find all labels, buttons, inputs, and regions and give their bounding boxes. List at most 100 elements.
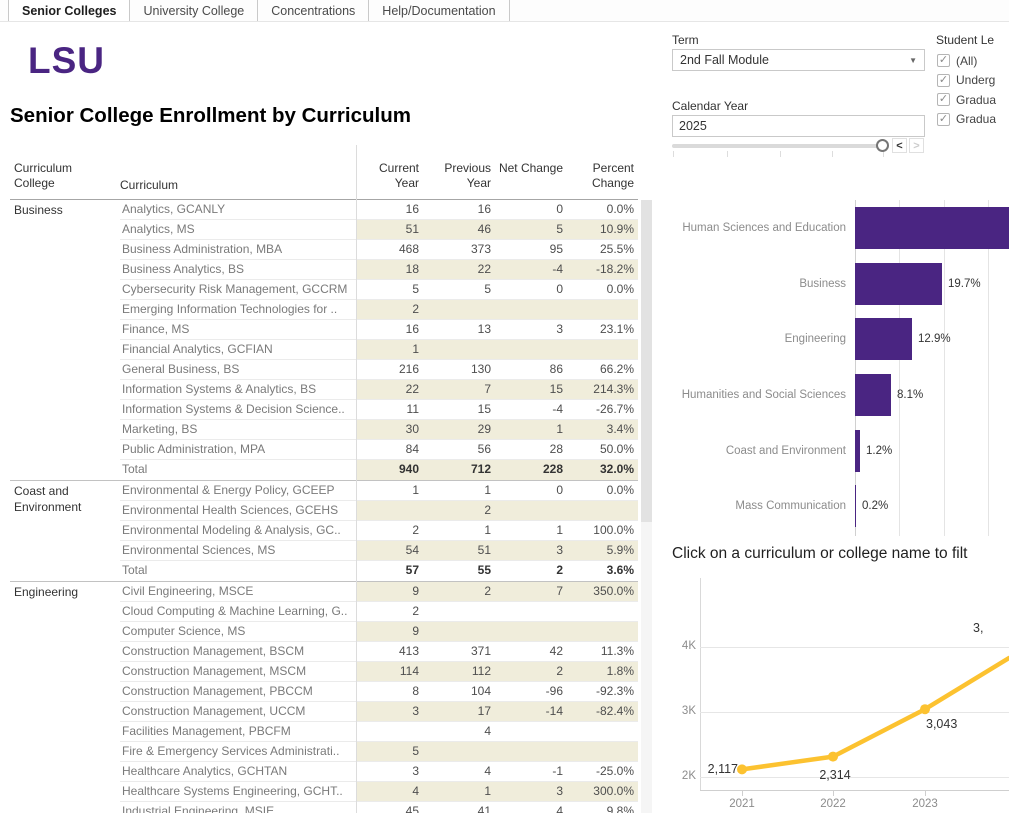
bar[interactable]	[855, 429, 860, 472]
curriculum-name[interactable]: Emerging Information Technologies for ..	[122, 302, 338, 316]
table-row[interactable]: Analytics, GCANLY 16 16 0 0.0%	[120, 200, 638, 220]
bar[interactable]	[855, 485, 856, 528]
table-row[interactable]: Civil Engineering, MSCE 9 2 7 350.0%	[120, 582, 638, 602]
curriculum-name[interactable]: Analytics, MS	[122, 222, 195, 236]
bar[interactable]	[855, 318, 912, 361]
table-row[interactable]: Fire & Emergency Services Administrati..…	[120, 742, 638, 762]
curriculum-name[interactable]: Facilities Management, PBCFM	[122, 724, 291, 738]
table-row[interactable]: Environmental Sciences, MS 54 51 3 5.9%	[120, 541, 638, 561]
bar[interactable]	[855, 207, 1009, 249]
curriculum-name[interactable]: Information Systems & Decision Science..	[122, 402, 345, 416]
curriculum-name[interactable]: Construction Management, PBCCM	[122, 684, 313, 698]
gridline-4K	[700, 647, 1009, 648]
curriculum-name[interactable]: Industrial Engineering, MSIE	[122, 804, 275, 813]
curriculum-name[interactable]: Total	[122, 462, 148, 476]
row-values: 16 13 3 23.1%	[356, 320, 638, 339]
curriculum-name[interactable]: Healthcare Analytics, GCHTAN	[122, 764, 288, 778]
table-row[interactable]: Environmental Modeling & Analysis, GC.. 2…	[120, 521, 638, 541]
bar-category-label[interactable]: Engineering	[784, 333, 846, 346]
curriculum-name[interactable]: Computer Science, MS	[122, 624, 246, 638]
year-slider-handle[interactable]	[876, 139, 889, 152]
table-row[interactable]: General Business, BS 216 130 86 66.2%	[120, 360, 638, 380]
curriculum-name[interactable]: Business Administration, MBA	[122, 242, 283, 256]
table-row[interactable]: Construction Management, PBCCM 8 104 -96 -92…	[120, 682, 638, 702]
table-row[interactable]: Construction Management, MSCM 114 112 2 1.8%	[120, 662, 638, 682]
tab-help-documentation[interactable]: Help/Documentation	[369, 0, 510, 21]
data-point-2023[interactable]	[920, 704, 930, 715]
curriculum-name[interactable]: Environmental Health Sciences, GCEHS	[122, 503, 339, 517]
table-row[interactable]: Business Analytics, BS 18 22 -4 -18.2%	[120, 260, 638, 280]
table-row[interactable]: Construction Management, BSCM 413 371 42 11.…	[120, 642, 638, 662]
slider-prev-button[interactable]: <	[892, 138, 907, 153]
tab-senior-colleges[interactable]: Senior Colleges	[8, 0, 131, 21]
table-row[interactable]: Information Systems & Decision Science..…	[120, 400, 638, 420]
curriculum-name[interactable]: Environmental Modeling & Analysis, GC..	[122, 523, 341, 537]
bar-category-label[interactable]: Human Sciences and Education	[682, 221, 846, 234]
calendar-year-input[interactable]	[672, 115, 925, 137]
curriculum-name[interactable]: Financial Analytics, GCFIAN	[122, 342, 273, 356]
data-point-2021[interactable]	[737, 764, 747, 775]
bar-category-label[interactable]: Humanities and Social Sciences	[681, 388, 846, 401]
curriculum-name[interactable]: Fire & Emergency Services Administrati..	[122, 744, 340, 758]
table-row[interactable]: Analytics, MS 51 46 5 10.9%	[120, 220, 638, 240]
student-level-option-1[interactable]: ✓ Underg	[937, 71, 1009, 91]
table-row[interactable]: Cybersecurity Risk Management, GCCRM 5 5 0 0…	[120, 280, 638, 300]
curriculum-name[interactable]: Cybersecurity Risk Management, GCCRM	[122, 282, 348, 296]
student-level-option-3[interactable]: ✓ Gradua	[937, 110, 1009, 130]
curriculum-name[interactable]: Total	[122, 563, 148, 577]
table-row[interactable]: Total 57 55 2 3.6%	[120, 561, 638, 581]
bar-category-label[interactable]: Business	[799, 277, 846, 290]
student-level-option-0[interactable]: ✓ (All)	[937, 51, 1009, 71]
curriculum-name[interactable]: General Business, BS	[122, 362, 240, 376]
table-row[interactable]: Cloud Computing & Machine Learning, G.. 2	[120, 602, 638, 622]
curriculum-name[interactable]: Construction Management, UCCM	[122, 704, 306, 718]
checkbox-icon[interactable]: ✓	[937, 54, 950, 68]
table-row[interactable]: Facilities Management, PBCFM 4	[120, 722, 638, 742]
curriculum-name[interactable]: Environmental Sciences, MS	[122, 543, 276, 557]
curriculum-name[interactable]: Marketing, BS	[122, 422, 198, 436]
checkbox-icon[interactable]: ✓	[937, 73, 950, 87]
table-row[interactable]: Healthcare Analytics, GCHTAN 3 4 -1 -25.0%	[120, 762, 638, 782]
slider-next-button[interactable]: >	[909, 138, 924, 153]
curriculum-name[interactable]: Finance, MS	[122, 322, 190, 336]
table-row[interactable]: Construction Management, UCCM 3 17 -14 -82.4…	[120, 702, 638, 722]
table-row[interactable]: Environmental Health Sciences, GCEHS 2	[120, 501, 638, 521]
table-row[interactable]: Marketing, BS 30 29 1 3.4%	[120, 420, 638, 440]
table-row[interactable]: Financial Analytics, GCFIAN 1	[120, 340, 638, 360]
tab-university-college[interactable]: University College	[130, 0, 259, 21]
checkbox-icon[interactable]: ✓	[937, 93, 950, 107]
table-row[interactable]: Healthcare Systems Engineering, GCHT.. 4 1…	[120, 782, 638, 802]
bar[interactable]	[855, 262, 942, 305]
table-row[interactable]: Information Systems & Analytics, BS 22 7 15…	[120, 380, 638, 400]
bar-category-label[interactable]: Coast and Environment	[725, 444, 846, 457]
table-row[interactable]: Industrial Engineering, MSIE 45 41 4 9.8%	[120, 802, 638, 813]
checkbox-icon[interactable]: ✓	[937, 112, 950, 126]
student-level-option-2[interactable]: ✓ Gradua	[937, 90, 1009, 110]
curriculum-name[interactable]: Business Analytics, BS	[122, 262, 245, 276]
bar[interactable]	[855, 374, 891, 417]
curriculum-name[interactable]: Information Systems & Analytics, BS	[122, 382, 317, 396]
college-name[interactable]: Business	[14, 203, 63, 217]
table-scrollbar-thumb[interactable]	[641, 200, 652, 522]
table-row[interactable]: Environmental & Energy Policy, GCEEP 1 1 0 0…	[120, 481, 638, 501]
curriculum-name[interactable]: Environmental & Energy Policy, GCEEP	[122, 483, 335, 497]
table-row[interactable]: Computer Science, MS 9	[120, 622, 638, 642]
table-row[interactable]: Business Administration, MBA 468 373 95 25.5…	[120, 240, 638, 260]
curriculum-name[interactable]: Construction Management, MSCM	[122, 664, 307, 678]
table-row[interactable]: Emerging Information Technologies for ..…	[120, 300, 638, 320]
curriculum-name[interactable]: Analytics, GCANLY	[122, 202, 226, 216]
tab-concentrations[interactable]: Concentrations	[258, 0, 370, 21]
bar-category-label[interactable]: Mass Communication	[735, 500, 846, 513]
college-name[interactable]: Engineering	[14, 585, 79, 599]
curriculum-name[interactable]: Cloud Computing & Machine Learning, G..	[122, 604, 348, 618]
table-row[interactable]: Finance, MS 16 13 3 23.1%	[120, 320, 638, 340]
college-name[interactable]: Coast and Environment	[14, 484, 82, 514]
table-row[interactable]: Public Administration, MPA 84 56 28 50.0%	[120, 440, 638, 460]
data-point-2022[interactable]	[828, 751, 838, 762]
curriculum-name[interactable]: Public Administration, MPA	[122, 442, 266, 456]
table-row[interactable]: Total 940 712 228 32.0%	[120, 460, 638, 480]
term-dropdown[interactable]: 2nd Fall Module ▼	[672, 49, 925, 71]
curriculum-name[interactable]: Construction Management, BSCM	[122, 644, 305, 658]
curriculum-name[interactable]: Civil Engineering, MSCE	[122, 584, 254, 598]
curriculum-name[interactable]: Healthcare Systems Engineering, GCHT..	[122, 784, 343, 798]
